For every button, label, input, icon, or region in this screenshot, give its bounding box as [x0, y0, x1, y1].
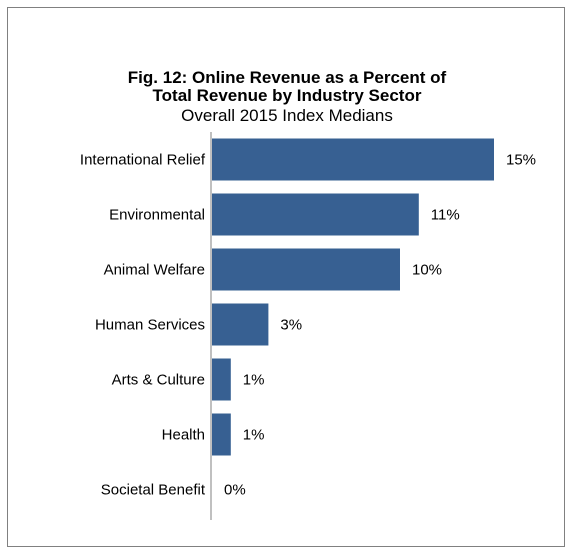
value-label: 3%: [280, 317, 302, 334]
category-label: Arts & Culture: [112, 372, 205, 389]
value-label: 1%: [243, 427, 265, 444]
chart-title-line-1: Fig. 12: Online Revenue as a Percent of: [127, 68, 447, 87]
bar: [212, 248, 400, 291]
bar: [212, 413, 231, 456]
category-label: Human Services: [95, 317, 205, 334]
category-label: Health: [162, 427, 205, 444]
bar: [212, 303, 269, 346]
category-label: International Relief: [80, 152, 206, 169]
value-label: 10%: [412, 262, 442, 279]
bar: [212, 138, 494, 181]
category-label: Environmental: [109, 207, 205, 224]
value-label: 0%: [224, 482, 246, 499]
bar: [212, 193, 419, 236]
value-label: 11%: [431, 207, 460, 224]
category-label: Societal Benefit: [101, 482, 206, 499]
bar: [212, 358, 231, 401]
value-label: 1%: [243, 372, 265, 389]
chart-subtitle: Overall 2015 Index Medians: [181, 106, 393, 125]
chart-title-line-2: Total Revenue by Industry Sector: [152, 86, 422, 105]
value-label: 15%: [506, 152, 536, 169]
bar-chart: International Relief 15% Environmental 11% A…: [80, 132, 536, 520]
category-label: Animal Welfare: [104, 262, 205, 279]
